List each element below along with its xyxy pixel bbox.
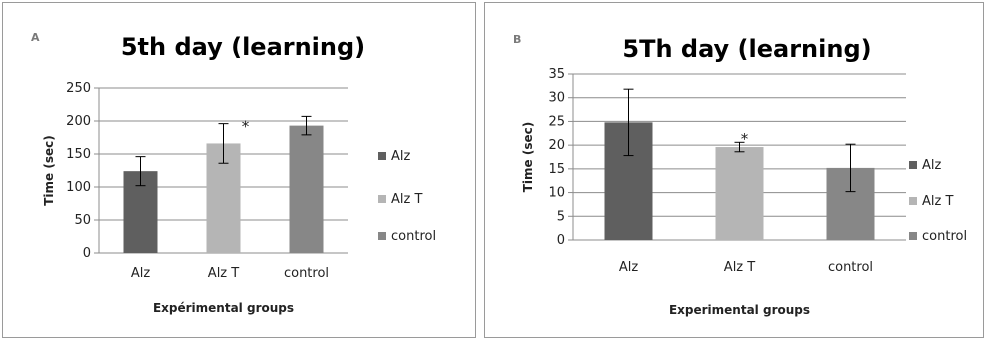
y-tick-label: 150 [66, 147, 91, 162]
x-tick-label: Alz [619, 260, 639, 275]
chart-title: 5th day (learning) [121, 33, 365, 61]
legend-label: Alz T [391, 192, 422, 207]
x-tick-label: Alz [131, 266, 151, 281]
legend-swatch [378, 195, 386, 203]
legend-label: control [922, 229, 967, 244]
y-tick-label: 0 [557, 233, 565, 248]
significance-marker: * [741, 130, 749, 148]
y-tick-label: 250 [66, 81, 91, 96]
legend-swatch [378, 152, 386, 160]
x-axis-title: Experimental groups [669, 303, 810, 317]
y-tick-label: 20 [548, 138, 565, 153]
legend-label: control [391, 229, 436, 244]
x-axis-title: Expérimental groups [153, 301, 294, 315]
legend-label: Alz [391, 149, 411, 164]
x-tick-label: control [828, 260, 873, 275]
legend-swatch [909, 232, 917, 240]
y-tick-label: 200 [66, 114, 91, 129]
panel-letter: A [31, 31, 40, 44]
legend-label: Alz T [922, 194, 953, 209]
y-axis-title: Time (sec) [521, 122, 535, 192]
legend-swatch [909, 197, 917, 205]
y-tick-label: 30 [548, 91, 565, 106]
y-axis-title: Time (sec) [42, 135, 56, 205]
legend-swatch [378, 232, 386, 240]
legend-label: Alz [922, 158, 942, 173]
chart-title: 5Th day (learning) [622, 35, 871, 63]
chart-panel-b: B 5Th day (learning) 0 5 10 15 20 25 30 35 Alz * Alz… [484, 2, 984, 338]
y-tick-label: 15 [548, 162, 565, 177]
panel-letter: B [513, 33, 521, 46]
x-tick-label: Alz T [724, 260, 755, 275]
bar [715, 147, 764, 240]
y-tick-label: 50 [74, 213, 91, 228]
x-tick-label: control [284, 266, 329, 281]
y-tick-label: 10 [548, 186, 565, 201]
chart-a-svg: A 5th day (learning) 0 50 100 150 200 250 Alz * Al… [31, 31, 436, 315]
y-tick-label: 25 [548, 114, 565, 129]
x-tick-label: Alz T [208, 266, 239, 281]
chart-b-svg: B 5Th day (learning) 0 5 10 15 20 25 30 35 Alz * Alz… [513, 33, 967, 317]
legend-swatch [909, 161, 917, 169]
significance-marker: * [242, 117, 250, 135]
y-tick-label: 35 [548, 67, 565, 82]
y-tick-label: 0 [83, 246, 91, 261]
y-tick-label: 5 [557, 209, 565, 224]
bar [289, 125, 324, 253]
chart-panel-a: A 5th day (learning) 0 50 100 150 200 250 Alz * Al… [2, 2, 476, 338]
y-tick-label: 100 [66, 180, 91, 195]
